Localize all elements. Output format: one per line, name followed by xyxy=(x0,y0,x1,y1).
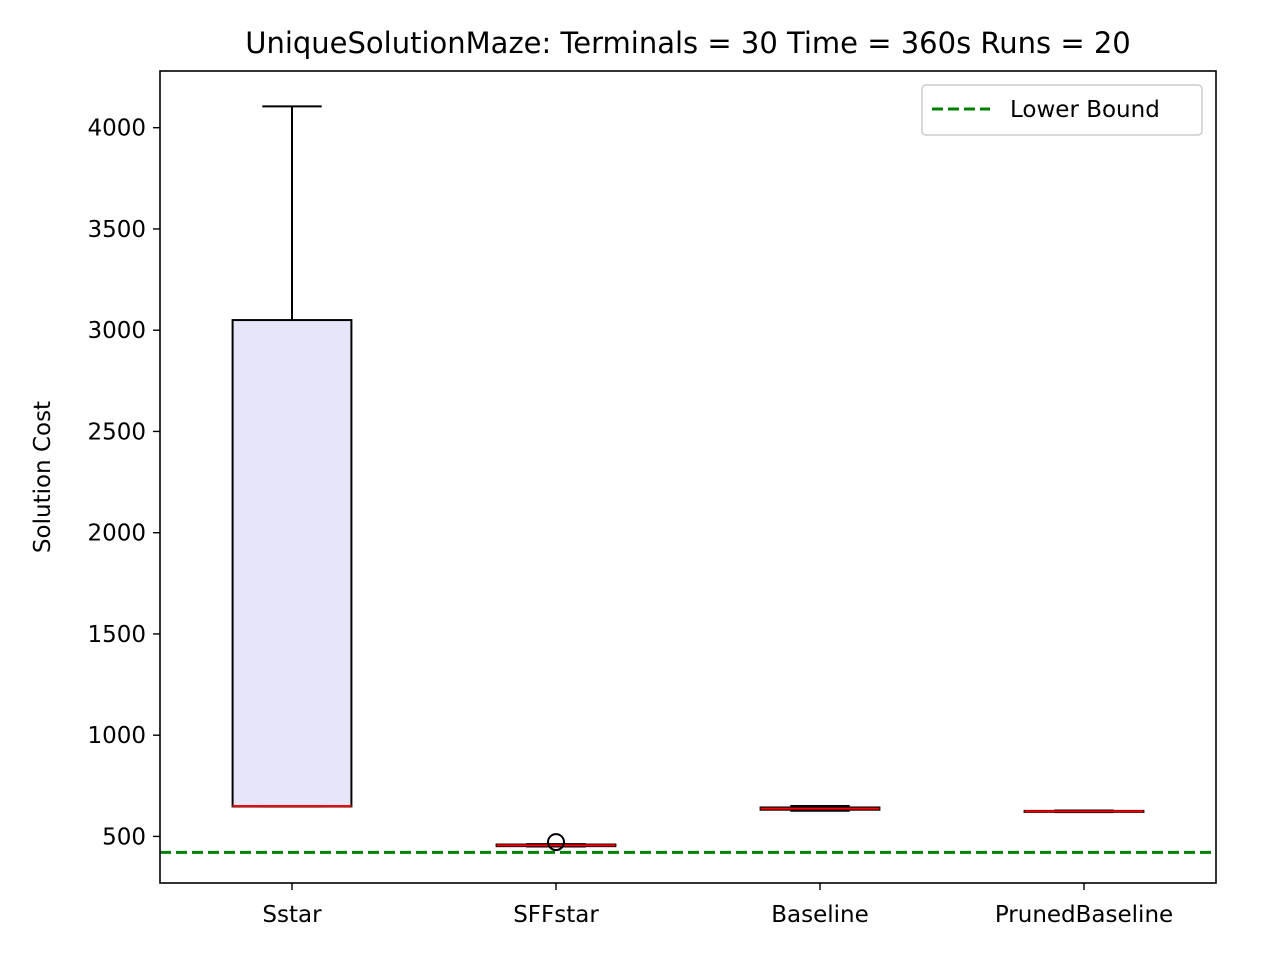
y-tick-label-1500: 1500 xyxy=(87,622,146,648)
x-tick-label-sffstar: SFFstar xyxy=(513,902,599,928)
legend: Lower Bound xyxy=(921,84,1203,136)
x-tick-label-baseline: Baseline xyxy=(771,902,869,928)
x-tick-label-sstar: Sstar xyxy=(262,902,322,928)
y-tick-label-2000: 2000 xyxy=(87,521,146,547)
chart-title: UniqueSolutionMaze: Terminals = 30 Time … xyxy=(245,26,1131,60)
plot-frame xyxy=(159,70,1217,884)
x-tick-label-prunedbaseline: PrunedBaseline xyxy=(995,902,1173,928)
legend-lower-bound-label: Lower Bound xyxy=(1010,97,1160,123)
legend-box xyxy=(921,84,1203,136)
y-tick-label-2500: 2500 xyxy=(87,419,146,445)
y-axis-label: Solution Cost xyxy=(30,401,56,553)
y-tick-label-500: 500 xyxy=(102,824,146,850)
sstar-box xyxy=(231,319,353,808)
sffstar-outlier-0 xyxy=(547,833,565,852)
y-tick-label-3500: 3500 xyxy=(87,217,146,243)
y-tick-label-1000: 1000 xyxy=(87,723,146,749)
y-tick-label-4000: 4000 xyxy=(87,116,146,142)
y-tick-label-3000: 3000 xyxy=(87,318,146,344)
plot-area: 500 1000 1500 2000 2500 3000 3500 4000 Sstar SFFs… xyxy=(87,105,1216,928)
